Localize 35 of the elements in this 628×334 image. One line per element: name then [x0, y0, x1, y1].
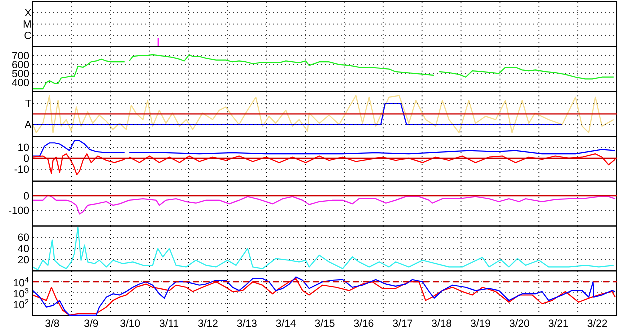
text: M — [24, 20, 31, 28]
y-tick-label: 700 — [12, 52, 30, 60]
x-tick-label: 3/13 — [237, 320, 257, 328]
y-tick-label: 60 — [18, 234, 30, 242]
ref-line-label: T — [26, 100, 32, 108]
x-tick-label: 3/22 — [588, 320, 608, 328]
x-tick-label: 3/14 — [276, 320, 296, 328]
y-tick-label: 0 — [24, 192, 30, 200]
y-tick-label: -10 — [14, 166, 30, 174]
x-tick-label: 3/20 — [510, 320, 530, 328]
y-tick-label: -100 — [9, 206, 30, 214]
x-tick-label: 3/10 — [120, 320, 140, 328]
y-tick-label: 500 — [12, 70, 30, 78]
text: C — [24, 32, 32, 40]
y-tick-label: 10$^{4}$ — [14, 278, 29, 287]
x-tick-label: 3/9 — [84, 320, 98, 328]
x-tick-label: 3/19 — [470, 320, 490, 328]
x-tick-label: 3/11 — [160, 320, 179, 328]
y-tick-label: 10$^{2}$ — [14, 299, 29, 309]
x-tick-label: 3/8 — [46, 320, 60, 328]
y-tick-label: 0 — [24, 154, 30, 162]
x-tick-label: 3/15 — [315, 320, 335, 328]
ref-line-label: A — [24, 121, 32, 128]
y-tick-label: 10$^{3}$ — [14, 288, 29, 298]
x-tick-label: 3/17 — [393, 320, 413, 328]
y-tick-label: 10 — [18, 144, 30, 152]
y-tick-label: 400 — [12, 79, 30, 86]
y-tick-label: 20 — [18, 256, 30, 264]
text: X — [25, 9, 32, 17]
x-tick-label: 3/12 — [198, 320, 218, 328]
y-tick-label: 40 — [18, 245, 30, 252]
y-tick-label: 600 — [12, 61, 30, 69]
x-tick-label: 3/16 — [354, 320, 374, 328]
x-tick-label: 3/21 — [548, 320, 568, 328]
x-tick-label: 3/18 — [432, 320, 452, 328]
